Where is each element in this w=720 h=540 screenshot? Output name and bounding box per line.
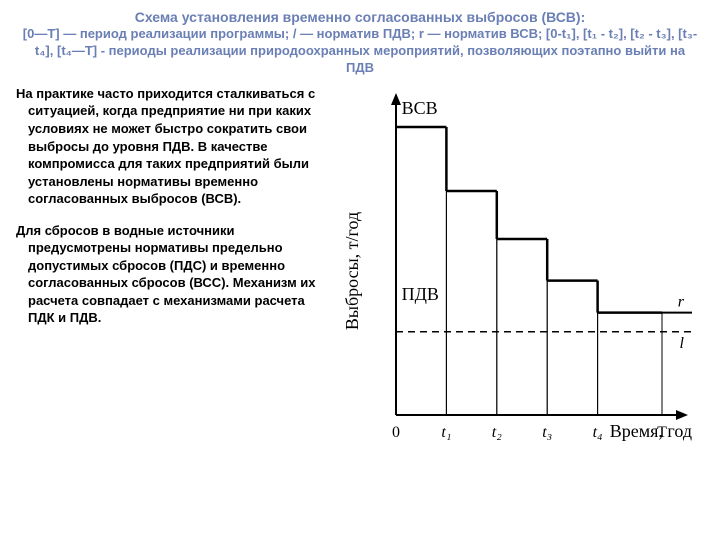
header-title: Схема установления временно согласованны… <box>20 8 700 26</box>
text-column: На практике часто приходится сталкиватьс… <box>16 85 326 455</box>
slide-header: Схема установления временно согласованны… <box>0 0 720 81</box>
svg-text:l: l <box>680 335 685 352</box>
paragraph-1: На практике часто приходится сталкиватьс… <box>16 85 326 208</box>
chart-column: rlВСВПДВ0t₁t₂t₃t₄T Время, годВыбросы, т/… <box>326 85 710 455</box>
svg-text:t₃: t₃ <box>542 424 552 441</box>
svg-text:Выбросы, т/год: Выбросы, т/год <box>342 212 362 330</box>
svg-text:Время, год: Время, год <box>610 421 692 441</box>
svg-text:ВСВ: ВСВ <box>402 98 438 118</box>
content-area: На практике часто приходится сталкиватьс… <box>0 81 720 465</box>
paragraph-2: Для сбросов в водные источники предусмот… <box>16 222 326 327</box>
svg-text:ПДВ: ПДВ <box>402 284 439 304</box>
svg-text:r: r <box>678 293 685 310</box>
svg-text:0: 0 <box>392 424 400 441</box>
header-subtitle: [0—Т] — период реализации программы; / —… <box>20 26 700 77</box>
emissions-step-chart: rlВСВПДВ0t₁t₂t₃t₄T Время, годВыбросы, т/… <box>336 85 696 455</box>
svg-text:t₂: t₂ <box>492 424 502 441</box>
svg-text:t₄: t₄ <box>593 424 603 441</box>
svg-text:t₁: t₁ <box>441 424 451 441</box>
